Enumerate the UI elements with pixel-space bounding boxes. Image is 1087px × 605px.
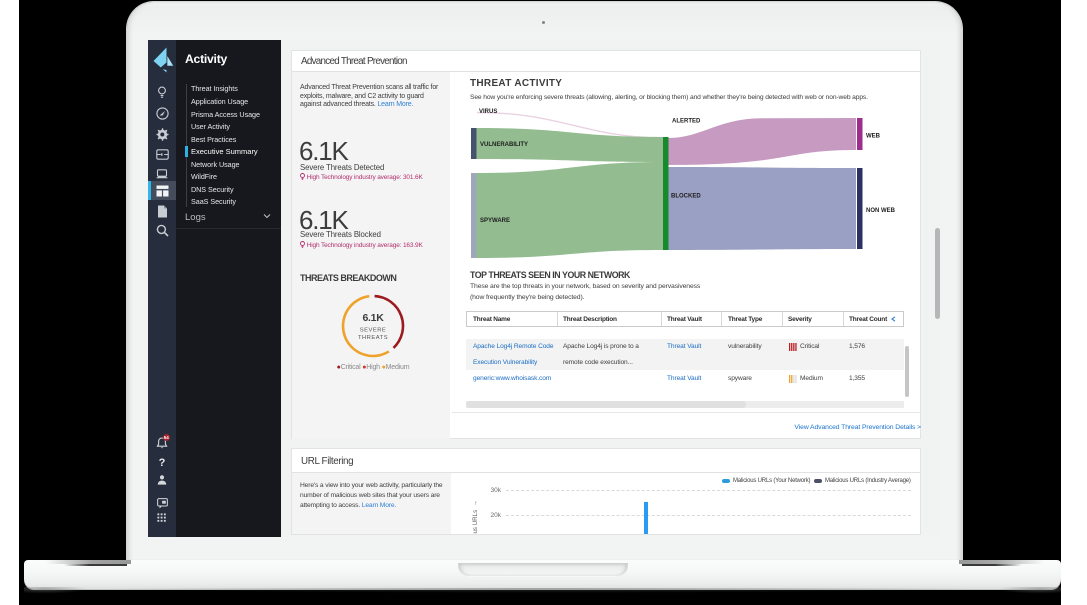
svg-text:BLOCKED: BLOCKED [671, 194, 701, 200]
svg-text:SPYWARE: SPYWARE [480, 218, 510, 224]
svg-text:VULNERABILITY: VULNERABILITY [480, 142, 528, 148]
svg-text:WEB: WEB [866, 134, 881, 140]
svg-text:THREATS: THREATS [358, 335, 388, 341]
svg-text:SEVERE: SEVERE [360, 328, 387, 334]
svg-text:ALERTED: ALERTED [672, 119, 701, 125]
svg-text:NON WEB: NON WEB [866, 208, 896, 214]
svg-text:6.1K: 6.1K [363, 312, 385, 324]
svg-text:VIRUS: VIRUS [479, 109, 497, 115]
